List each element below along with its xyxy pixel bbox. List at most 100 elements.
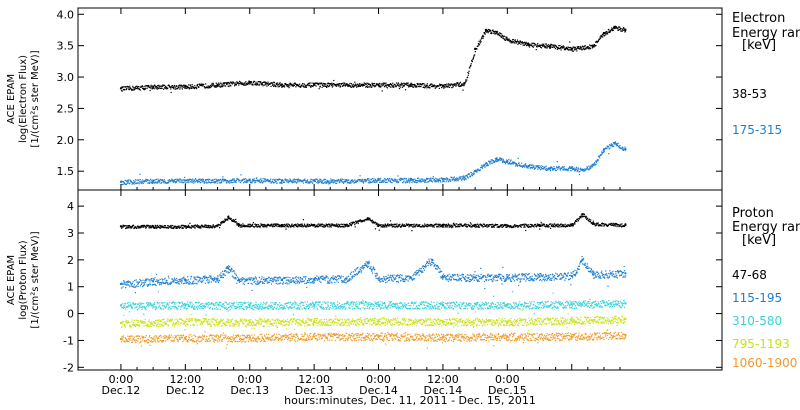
- data-point: [332, 85, 334, 87]
- data-point: [205, 181, 208, 183]
- data-point: [543, 44, 545, 47]
- data-point: [251, 182, 253, 184]
- data-point: [592, 46, 594, 48]
- data-point: [585, 217, 587, 219]
- data-point: [599, 224, 601, 226]
- data-point: [152, 181, 154, 183]
- data-point: [573, 170, 576, 172]
- data-point: [178, 86, 180, 88]
- data-point: [350, 224, 352, 226]
- data-point: [354, 273, 356, 276]
- data-point: [201, 181, 203, 183]
- data-point: [313, 224, 315, 227]
- data-point: [125, 86, 127, 88]
- data-point: [375, 85, 377, 87]
- data-point: [388, 225, 390, 227]
- data-point: [481, 36, 483, 38]
- data-point: [504, 163, 507, 165]
- data-point: [539, 166, 541, 168]
- data-point: [580, 48, 582, 50]
- data-point: [483, 163, 485, 166]
- data-point: [351, 221, 353, 223]
- data-point: [523, 44, 525, 46]
- data-point: [324, 277, 326, 279]
- legend-title: [keV]: [742, 38, 776, 53]
- data-point: [152, 225, 154, 227]
- data-point: [484, 166, 486, 168]
- data-point: [281, 86, 283, 88]
- data-point: [155, 178, 158, 180]
- data-point: [241, 277, 244, 279]
- legend-entry: 38-53: [732, 87, 767, 101]
- data-point: [469, 65, 471, 68]
- data-point: [119, 180, 122, 183]
- data-point: [208, 276, 210, 279]
- data-point: [382, 179, 384, 181]
- data-point: [364, 83, 366, 85]
- data-point: [467, 71, 469, 74]
- data-point: [300, 223, 302, 225]
- data-point: [437, 223, 440, 225]
- data-point: [196, 180, 198, 182]
- data-point: [397, 224, 399, 226]
- data-point: [232, 219, 234, 221]
- data-point: [579, 48, 581, 50]
- data-point: [211, 225, 213, 227]
- data-point: [322, 84, 324, 86]
- data-point: [213, 181, 215, 183]
- data-point: [253, 178, 255, 180]
- data-point: [416, 86, 418, 88]
- data-point: [461, 84, 463, 87]
- data-point: [402, 178, 404, 180]
- data-point: [216, 182, 218, 184]
- data-point: [179, 279, 182, 281]
- data-point: [380, 224, 383, 226]
- data-point: [265, 224, 268, 226]
- data-point: [185, 227, 188, 229]
- data-point: [153, 84, 156, 86]
- data-point: [207, 226, 209, 228]
- data-point: [248, 277, 250, 279]
- data-point: [349, 223, 351, 225]
- data-point: [224, 82, 226, 84]
- data-point: [333, 83, 335, 85]
- data-point: [346, 224, 348, 226]
- data-point: [374, 275, 377, 277]
- data-point: [436, 178, 438, 180]
- data-point: [499, 157, 501, 160]
- data-point: [542, 165, 544, 167]
- data-point: [188, 281, 190, 283]
- data-point: [353, 274, 356, 276]
- data-point: [303, 280, 306, 282]
- data-point: [576, 50, 578, 52]
- data-point: [285, 83, 287, 85]
- data-point: [372, 181, 374, 183]
- data-point: [166, 282, 168, 285]
- data-point: [270, 280, 272, 282]
- data-point: [338, 225, 341, 227]
- data-point: [326, 86, 328, 89]
- data-point: [591, 164, 593, 166]
- data-point: [386, 226, 388, 228]
- data-point: [624, 28, 627, 31]
- data-point: [182, 226, 184, 228]
- data-point: [349, 181, 351, 183]
- data-point: [592, 222, 595, 225]
- data-point: [376, 274, 378, 276]
- data-point: [545, 165, 547, 167]
- data-point: [380, 86, 382, 88]
- data-point: [573, 46, 575, 48]
- data-point: [347, 275, 350, 277]
- data-point: [541, 223, 543, 225]
- data-point: [481, 37, 483, 39]
- data-point: [327, 282, 330, 284]
- data-point: [330, 83, 332, 86]
- data-point: [557, 167, 560, 169]
- data-point: [283, 223, 286, 226]
- data-point: [157, 178, 159, 180]
- data-point: [264, 280, 267, 282]
- data-point: [335, 85, 337, 87]
- y-axis-label: log(Electron Flux): [18, 55, 29, 143]
- data-point: [599, 37, 602, 39]
- data-point: [464, 225, 466, 227]
